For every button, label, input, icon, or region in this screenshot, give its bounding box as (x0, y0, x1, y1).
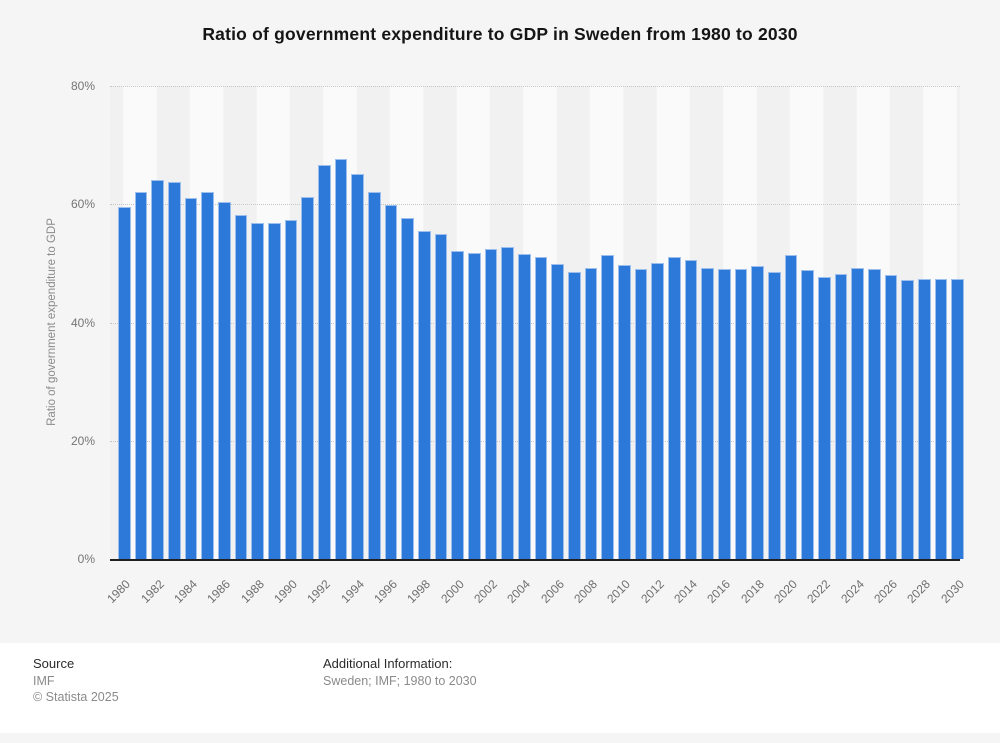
bar-2024[interactable] (851, 267, 864, 559)
bar-2029[interactable] (934, 278, 948, 559)
bar-1987[interactable] (234, 215, 248, 559)
bar-2026[interactable] (884, 274, 898, 559)
bar-2002[interactable] (484, 248, 498, 559)
bar-1990[interactable] (284, 219, 298, 559)
bar-2003[interactable] (501, 246, 514, 559)
bar-2030[interactable] (951, 278, 964, 559)
bar-1999[interactable] (434, 233, 448, 559)
bar-2006[interactable] (551, 263, 564, 559)
bar-2001[interactable] (468, 253, 481, 559)
bar-2018[interactable] (751, 265, 764, 559)
gridline-80 (110, 86, 960, 87)
bar-2017[interactable] (734, 269, 748, 559)
bar-2010[interactable] (618, 265, 631, 559)
bar-2013[interactable] (668, 256, 681, 559)
bar-1995[interactable] (368, 192, 381, 559)
bar-2022[interactable] (818, 276, 831, 559)
bar-2027[interactable] (901, 279, 914, 559)
bar-1983[interactable] (168, 182, 181, 559)
bar-1988[interactable] (251, 223, 264, 559)
bar-2014[interactable] (684, 260, 698, 559)
bar-2007[interactable] (568, 272, 581, 559)
y-tick-label-0: 0% (77, 552, 95, 566)
bar-1996[interactable] (384, 204, 398, 559)
bar-2028[interactable] (918, 278, 931, 559)
y-tick-label-40: 40% (70, 315, 95, 330)
bar-1993[interactable] (334, 158, 348, 559)
statista-copyright: © Statista 2025 (33, 690, 119, 704)
additional-info-label: Additional Information: (323, 656, 453, 671)
bar-2009[interactable] (601, 255, 614, 559)
plot-area (110, 86, 964, 561)
bar-2005[interactable] (534, 257, 548, 559)
bar-2016[interactable] (718, 268, 731, 559)
bar-2021[interactable] (801, 270, 814, 559)
bar-1992[interactable] (318, 164, 331, 559)
bar-2020[interactable] (784, 254, 798, 559)
bar-1989[interactable] (268, 223, 281, 559)
bar-1986[interactable] (218, 202, 231, 559)
bar-1991[interactable] (301, 196, 314, 559)
source-label: Source (33, 656, 75, 671)
bar-2011[interactable] (634, 269, 648, 559)
chart-title: Ratio of government expenditure to GDP i… (202, 24, 798, 44)
bar-2000[interactable] (451, 250, 464, 559)
bar-2008[interactable] (584, 268, 598, 559)
bar-2023[interactable] (834, 274, 848, 559)
bar-1981[interactable] (134, 191, 148, 559)
bar-1984[interactable] (184, 198, 198, 559)
gridline-60 (110, 204, 960, 206)
bar-2015[interactable] (701, 267, 714, 559)
bar-1980[interactable] (118, 207, 131, 559)
y-tick-label-60: 60% (70, 197, 95, 212)
bar-2012[interactable] (651, 262, 664, 559)
footer: Source IMF © Statista 2025 Additional In… (0, 643, 1000, 733)
y-tick-label-80: 80% (70, 79, 95, 93)
y-tick-label-20: 20% (70, 433, 95, 448)
bar-1997[interactable] (401, 218, 414, 559)
bar-2019[interactable] (768, 271, 781, 559)
bar-1998[interactable] (418, 230, 431, 559)
bar-1994[interactable] (351, 174, 364, 559)
additional-info-value: Sweden; IMF; 1980 to 2030 (323, 674, 477, 688)
bar-1982[interactable] (151, 180, 164, 559)
bar-2025[interactable] (868, 268, 881, 559)
source-value: IMF (33, 674, 55, 688)
bar-2004[interactable] (518, 253, 531, 559)
bar-1985[interactable] (201, 191, 214, 559)
